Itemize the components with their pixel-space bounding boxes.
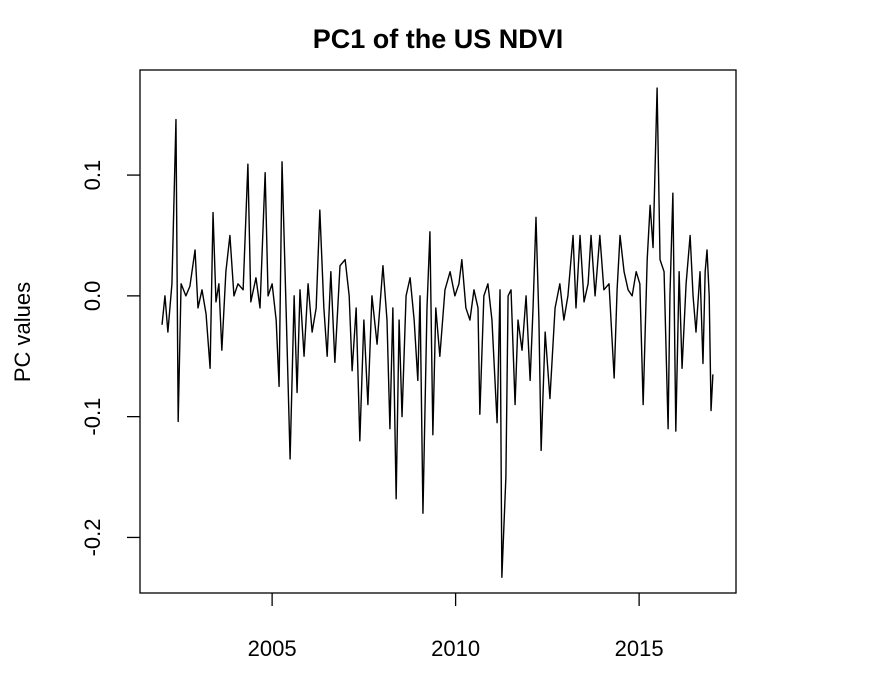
y-tick-label: -0.1 (80, 398, 105, 436)
x-tick-label: 2005 (248, 636, 297, 661)
y-axis-label: PC values (10, 282, 35, 382)
plot-frame (139, 69, 737, 594)
x-tick-label: 2015 (615, 636, 664, 661)
y-tick-label: -0.2 (80, 518, 105, 556)
y-tick-label: 0.1 (80, 160, 105, 191)
data-line (161, 87, 714, 578)
chart-title: PC1 of the US NDVI (313, 24, 564, 54)
x-tick-label: 2010 (431, 636, 480, 661)
y-tick-label: 0.0 (80, 281, 105, 312)
